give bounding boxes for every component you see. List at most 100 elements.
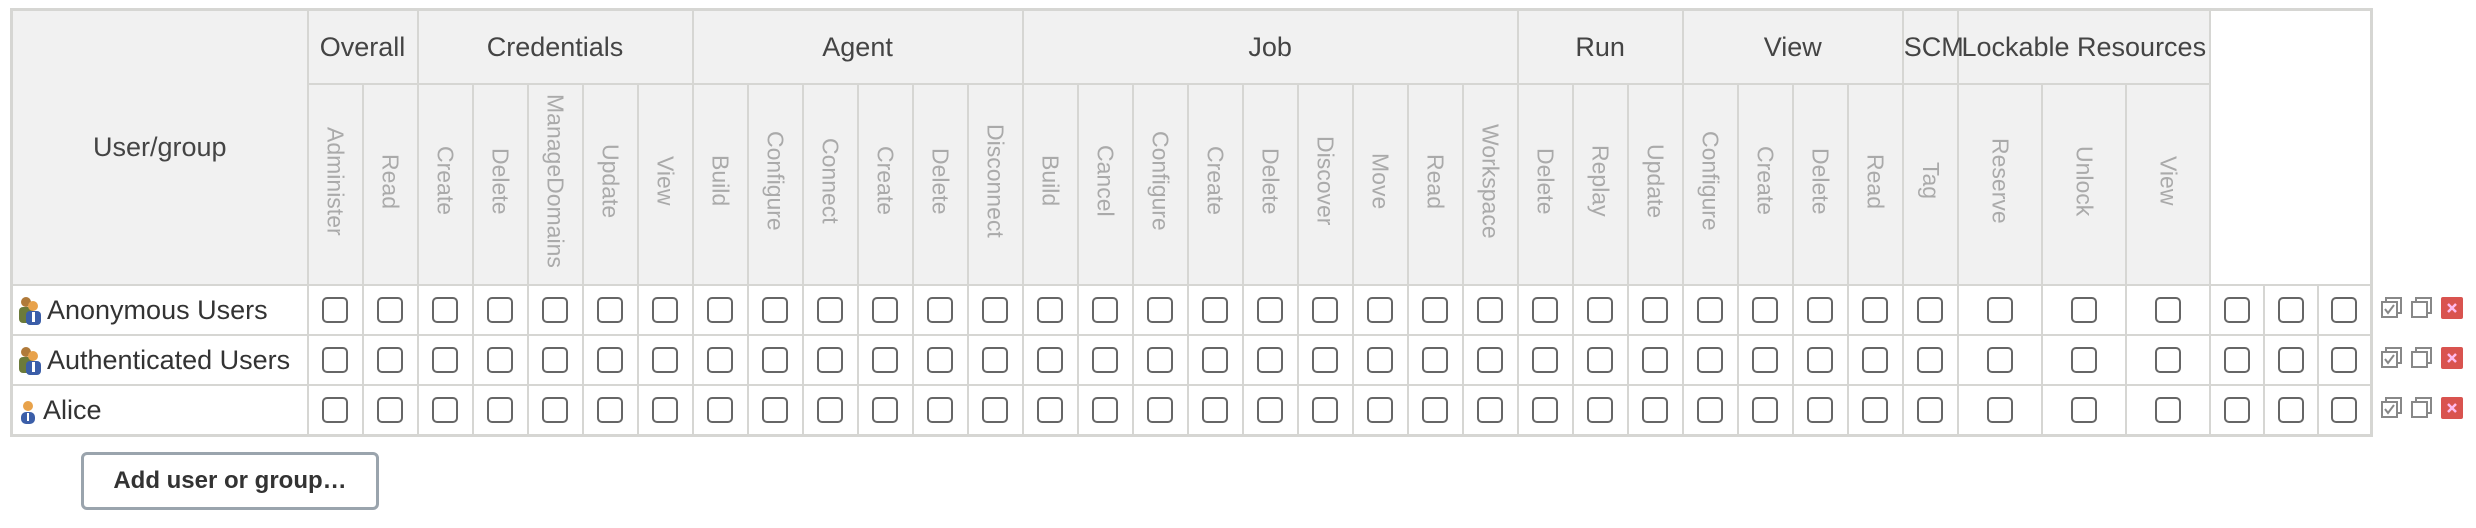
permission-checkbox[interactable] bbox=[377, 397, 403, 423]
permission-checkbox[interactable] bbox=[1862, 347, 1889, 373]
permission-checkbox[interactable] bbox=[872, 297, 899, 323]
permission-checkbox[interactable] bbox=[1986, 297, 2013, 323]
permission-checkbox[interactable] bbox=[2331, 397, 2358, 423]
permission-checkbox[interactable] bbox=[1367, 397, 1394, 423]
permission-checkbox[interactable] bbox=[817, 297, 844, 323]
permission-checkbox[interactable] bbox=[322, 397, 348, 423]
permission-checkbox[interactable] bbox=[1202, 397, 1229, 423]
permission-checkbox[interactable] bbox=[1862, 297, 1889, 323]
select-all-icon[interactable] bbox=[2380, 396, 2404, 420]
permission-checkbox[interactable] bbox=[1092, 297, 1119, 323]
permission-checkbox[interactable] bbox=[542, 397, 568, 423]
permission-checkbox[interactable] bbox=[2154, 347, 2181, 373]
permission-checkbox[interactable] bbox=[1422, 297, 1449, 323]
permission-checkbox[interactable] bbox=[2277, 397, 2304, 423]
permission-checkbox[interactable] bbox=[2223, 397, 2250, 423]
permission-checkbox[interactable] bbox=[1642, 397, 1669, 423]
permission-checkbox[interactable] bbox=[1367, 297, 1394, 323]
permission-checkbox[interactable] bbox=[1917, 347, 1944, 373]
permission-checkbox[interactable] bbox=[1642, 297, 1669, 323]
permission-checkbox[interactable] bbox=[1986, 347, 2013, 373]
delete-icon[interactable] bbox=[2440, 346, 2464, 370]
permission-checkbox[interactable] bbox=[762, 297, 789, 323]
permission-checkbox[interactable] bbox=[1147, 397, 1174, 423]
permission-checkbox[interactable] bbox=[2223, 297, 2250, 323]
permission-checkbox[interactable] bbox=[1587, 347, 1614, 373]
permission-checkbox[interactable] bbox=[652, 397, 679, 423]
unselect-all-icon[interactable] bbox=[2410, 296, 2434, 320]
permission-checkbox[interactable] bbox=[1092, 397, 1119, 423]
permission-checkbox[interactable] bbox=[707, 347, 734, 373]
permission-checkbox[interactable] bbox=[1422, 347, 1449, 373]
permission-checkbox[interactable] bbox=[982, 297, 1009, 323]
permission-checkbox[interactable] bbox=[2277, 297, 2304, 323]
permission-checkbox[interactable] bbox=[432, 347, 458, 373]
unselect-all-icon[interactable] bbox=[2410, 396, 2434, 420]
permission-checkbox[interactable] bbox=[1477, 297, 1504, 323]
permission-checkbox[interactable] bbox=[1986, 397, 2013, 423]
permission-checkbox[interactable] bbox=[1807, 297, 1834, 323]
permission-checkbox[interactable] bbox=[1037, 297, 1064, 323]
permission-checkbox[interactable] bbox=[487, 347, 513, 373]
permission-checkbox[interactable] bbox=[432, 397, 458, 423]
permission-checkbox[interactable] bbox=[1202, 297, 1229, 323]
permission-checkbox[interactable] bbox=[2223, 347, 2250, 373]
permission-checkbox[interactable] bbox=[1807, 397, 1834, 423]
permission-checkbox[interactable] bbox=[1917, 297, 1944, 323]
permission-checkbox[interactable] bbox=[1532, 397, 1559, 423]
permission-checkbox[interactable] bbox=[1312, 347, 1339, 373]
permission-checkbox[interactable] bbox=[872, 397, 899, 423]
permission-checkbox[interactable] bbox=[927, 347, 954, 373]
permission-checkbox[interactable] bbox=[377, 297, 403, 323]
select-all-icon[interactable] bbox=[2380, 346, 2404, 370]
permission-checkbox[interactable] bbox=[1147, 347, 1174, 373]
permission-checkbox[interactable] bbox=[1477, 347, 1504, 373]
permission-checkbox[interactable] bbox=[1752, 397, 1779, 423]
permission-checkbox[interactable] bbox=[762, 397, 789, 423]
permission-checkbox[interactable] bbox=[597, 297, 623, 323]
permission-checkbox[interactable] bbox=[432, 297, 458, 323]
permission-checkbox[interactable] bbox=[707, 297, 734, 323]
permission-checkbox[interactable] bbox=[927, 397, 954, 423]
permission-checkbox[interactable] bbox=[872, 347, 899, 373]
permission-checkbox[interactable] bbox=[2277, 347, 2304, 373]
permission-checkbox[interactable] bbox=[817, 347, 844, 373]
unselect-all-icon[interactable] bbox=[2410, 346, 2434, 370]
permission-checkbox[interactable] bbox=[1257, 347, 1284, 373]
permission-checkbox[interactable] bbox=[2154, 397, 2181, 423]
permission-checkbox[interactable] bbox=[1697, 397, 1724, 423]
delete-icon[interactable] bbox=[2440, 396, 2464, 420]
permission-checkbox[interactable] bbox=[1312, 297, 1339, 323]
permission-checkbox[interactable] bbox=[322, 297, 348, 323]
permission-checkbox[interactable] bbox=[487, 397, 513, 423]
permission-checkbox[interactable] bbox=[322, 347, 348, 373]
permission-checkbox[interactable] bbox=[542, 347, 568, 373]
permission-checkbox[interactable] bbox=[1697, 347, 1724, 373]
permission-checkbox[interactable] bbox=[762, 347, 789, 373]
permission-checkbox[interactable] bbox=[1532, 297, 1559, 323]
permission-checkbox[interactable] bbox=[817, 397, 844, 423]
permission-checkbox[interactable] bbox=[1587, 397, 1614, 423]
permission-checkbox[interactable] bbox=[1147, 297, 1174, 323]
permission-checkbox[interactable] bbox=[1752, 297, 1779, 323]
permission-checkbox[interactable] bbox=[1587, 297, 1614, 323]
permission-checkbox[interactable] bbox=[2070, 397, 2097, 423]
permission-checkbox[interactable] bbox=[1312, 397, 1339, 423]
permission-checkbox[interactable] bbox=[1257, 297, 1284, 323]
permission-checkbox[interactable] bbox=[487, 297, 513, 323]
permission-checkbox[interactable] bbox=[1862, 397, 1889, 423]
permission-checkbox[interactable] bbox=[1642, 347, 1669, 373]
permission-checkbox[interactable] bbox=[1477, 397, 1504, 423]
permission-checkbox[interactable] bbox=[707, 397, 734, 423]
permission-checkbox[interactable] bbox=[652, 297, 679, 323]
permission-checkbox[interactable] bbox=[1037, 347, 1064, 373]
permission-checkbox[interactable] bbox=[1422, 397, 1449, 423]
permission-checkbox[interactable] bbox=[1367, 347, 1394, 373]
permission-checkbox[interactable] bbox=[597, 397, 623, 423]
permission-checkbox[interactable] bbox=[597, 347, 623, 373]
permission-checkbox[interactable] bbox=[927, 297, 954, 323]
permission-checkbox[interactable] bbox=[1917, 397, 1944, 423]
permission-checkbox[interactable] bbox=[1037, 397, 1064, 423]
permission-checkbox[interactable] bbox=[2154, 297, 2181, 323]
permission-checkbox[interactable] bbox=[2070, 297, 2097, 323]
